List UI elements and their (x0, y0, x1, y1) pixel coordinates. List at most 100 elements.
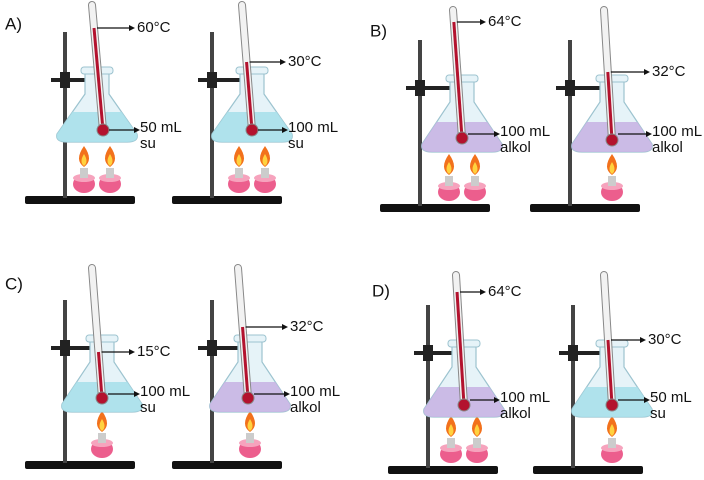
temperature: 30°C (288, 53, 322, 70)
arrow-head (644, 69, 650, 75)
burner-wick (246, 433, 254, 443)
burner-wick (106, 168, 114, 178)
flame-core (609, 162, 615, 174)
volume: 100 mL (500, 389, 550, 406)
stand-base (25, 196, 135, 204)
clamp (556, 86, 600, 90)
liquid-name: alkol (500, 405, 531, 422)
arrow-head (480, 19, 486, 25)
clamp (198, 346, 238, 350)
flask-lip (235, 66, 269, 75)
thermometer-column (606, 71, 614, 141)
thermometer-bulb (605, 133, 619, 147)
flame-core (99, 419, 105, 431)
apparatus (533, 271, 653, 474)
stand-rod (568, 40, 572, 206)
thermometer-column (92, 27, 105, 131)
arrow-head (646, 131, 652, 137)
clamp-knob (423, 345, 433, 361)
temperature: 32°C (290, 318, 324, 335)
clamp-knob (415, 80, 425, 96)
flame-core (262, 154, 268, 166)
burner-wick (261, 168, 269, 178)
panel-label: C) (5, 274, 23, 293)
stand-base (530, 204, 640, 212)
stand-base (388, 466, 498, 474)
flame-core (247, 419, 253, 431)
arrow-head (494, 131, 500, 137)
flame-core (472, 162, 478, 174)
stand-rod (418, 40, 422, 206)
liquid-name: su (140, 399, 156, 416)
liquid (56, 112, 138, 142)
clamp-knob (60, 340, 70, 356)
arrow-head (282, 127, 288, 133)
burner-wick (445, 176, 453, 186)
clamp-knob (207, 72, 217, 88)
volume: 100 mL (652, 123, 702, 140)
thermometer-bulb (245, 123, 259, 137)
thermometer-bulb (95, 391, 109, 405)
flame-core (236, 154, 242, 166)
burner-wick (235, 168, 243, 178)
arrow-head (494, 397, 500, 403)
thermometer-column (452, 21, 464, 139)
stand-rod (571, 305, 575, 468)
arrow-head (284, 391, 290, 397)
thermometer-column (606, 339, 614, 406)
arrow-head (282, 324, 288, 330)
thermometer-column (245, 61, 254, 131)
stand-rod (63, 32, 67, 198)
thermometer-column (96, 351, 104, 399)
stand-rod (210, 32, 214, 198)
burner-wick (447, 438, 455, 448)
apparatus (388, 271, 505, 474)
temperature: 30°C (648, 331, 682, 348)
apparatus (25, 264, 143, 469)
clamp (406, 86, 450, 90)
stand-base (380, 204, 490, 212)
temperature: 15°C (137, 343, 171, 360)
liquid-name: alkol (290, 399, 321, 416)
clamp-knob (565, 80, 575, 96)
panel-label: D) (372, 281, 390, 300)
arrow-head (134, 391, 140, 397)
flask-lip (233, 334, 267, 343)
flame-core (448, 424, 454, 436)
thermometer-bulb (457, 398, 471, 412)
liquid-name: su (288, 135, 304, 152)
liquid-name: su (650, 405, 666, 422)
flame-core (474, 424, 480, 436)
thermometer-column (455, 291, 466, 406)
clamp-knob (60, 72, 70, 88)
liquid-name: alkol (500, 139, 531, 156)
clamp-knob (568, 345, 578, 361)
volume: 50 mL (650, 389, 692, 406)
flame-core (107, 154, 113, 166)
clamp-knob (207, 340, 217, 356)
stand-rod (210, 300, 214, 463)
thermometer-bulb (455, 131, 469, 145)
flask-lip (445, 74, 479, 83)
thermometer-column (241, 326, 250, 399)
arrow-head (480, 289, 486, 295)
flask-lip (85, 334, 119, 343)
flame-core (81, 154, 87, 166)
stand-base (172, 196, 282, 204)
burner-wick (608, 176, 616, 186)
stand-rod (63, 300, 67, 463)
volume: 100 mL (500, 123, 550, 140)
stand-base (172, 461, 282, 469)
apparatus (380, 6, 503, 212)
temperature: 64°C (488, 13, 522, 30)
panel-label: A) (5, 14, 22, 33)
volume: 50 mL (140, 119, 182, 136)
arrow-head (129, 25, 135, 31)
arrow-head (644, 397, 650, 403)
temperature: 60°C (137, 19, 171, 36)
apparatus (172, 1, 293, 204)
flame-core (446, 162, 452, 174)
volume: 100 mL (140, 383, 190, 400)
volume: 100 mL (290, 383, 340, 400)
